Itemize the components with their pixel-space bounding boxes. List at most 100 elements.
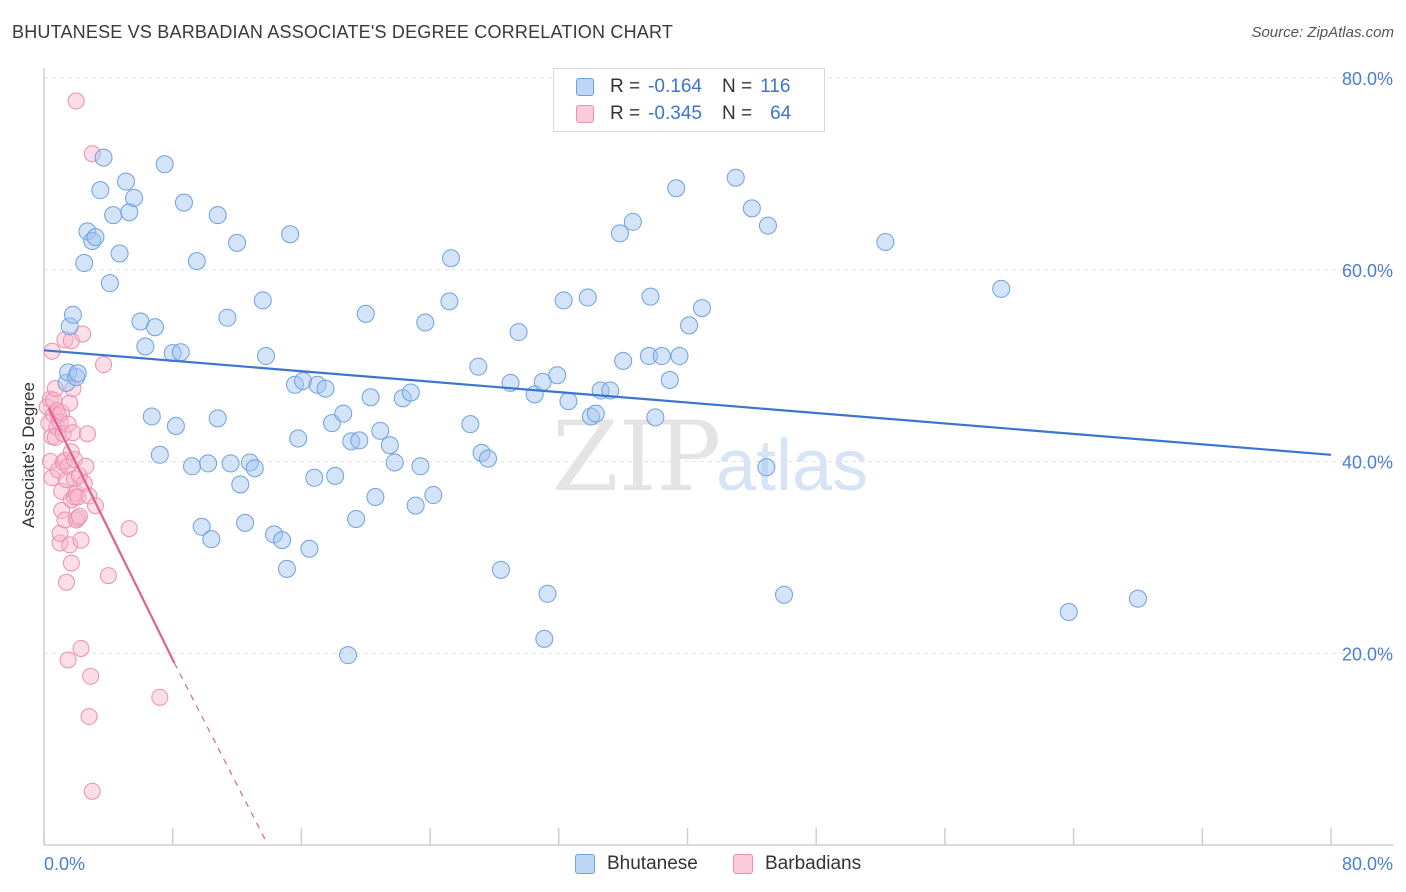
bhutanese-point bbox=[416, 313, 435, 332]
bhutanese-point bbox=[548, 366, 567, 385]
legend-r-label: R = bbox=[610, 76, 641, 97]
bhutanese-point bbox=[361, 388, 380, 407]
x-tick-label: 0.0% bbox=[44, 854, 85, 874]
barbadians-point bbox=[59, 415, 77, 433]
y-tick-label: 40.0% bbox=[1342, 453, 1393, 473]
bhutanese-point bbox=[339, 646, 358, 665]
bhutanese-point bbox=[146, 318, 165, 337]
barbadians-trend-extension bbox=[173, 662, 267, 842]
bhutanese-point bbox=[294, 371, 313, 390]
y-tick-label: 60.0% bbox=[1342, 261, 1393, 281]
bhutanese-point bbox=[461, 415, 480, 434]
legend-swatch-blue bbox=[575, 854, 595, 874]
bhutanese-point bbox=[680, 316, 699, 335]
barbadians-point bbox=[53, 501, 71, 519]
bhutanese-point bbox=[68, 364, 87, 383]
bhutanese-point bbox=[136, 337, 155, 356]
barbadians-point bbox=[78, 425, 96, 443]
correlation-legend: R = -0.164 N = 116 R = -0.345 N = 64 bbox=[553, 68, 825, 132]
bhutanese-point bbox=[257, 347, 276, 366]
bhutanese-point bbox=[646, 408, 665, 427]
barbadians-point bbox=[56, 331, 74, 349]
barbadians-point bbox=[62, 554, 80, 572]
bhutanese-points bbox=[57, 148, 1147, 665]
tick-labels: 80.0% 60.0% 40.0% 20.0% 0.0% 80.0% bbox=[44, 69, 1393, 874]
source-label: Source: ZipAtlas.com bbox=[1251, 24, 1394, 41]
bhutanese-point bbox=[535, 629, 554, 648]
bhutanese-point bbox=[316, 379, 335, 398]
bhutanese-point bbox=[86, 228, 105, 247]
bhutanese-point bbox=[639, 347, 658, 366]
bhutanese-point bbox=[100, 274, 119, 293]
y-tick-label: 20.0% bbox=[1342, 644, 1393, 664]
bhutanese-point bbox=[347, 510, 366, 529]
bhutanese-point bbox=[670, 347, 689, 366]
bhutanese-point bbox=[192, 517, 211, 536]
y-tick-label: 80.0% bbox=[1342, 69, 1393, 89]
bhutanese-point bbox=[440, 292, 459, 311]
bhutanese-point bbox=[401, 383, 420, 402]
barbadians-point bbox=[51, 524, 69, 542]
bhutanese-point bbox=[253, 291, 272, 310]
bhutanese-point bbox=[120, 203, 139, 222]
bhutanese-point bbox=[110, 244, 129, 263]
legend-swatch-pink bbox=[576, 105, 594, 123]
bhutanese-point bbox=[610, 224, 629, 243]
chart-title: BHUTANESE VS BARBADIAN ASSOCIATE'S DEGRE… bbox=[12, 22, 674, 42]
bhutanese-point bbox=[240, 453, 259, 472]
bhutanese-point bbox=[202, 530, 221, 549]
bhutanese-point bbox=[221, 454, 240, 473]
bhutanese-point bbox=[174, 193, 193, 212]
barbadians-point bbox=[74, 325, 92, 343]
bhutanese-point bbox=[509, 323, 528, 342]
bhutanese-point bbox=[104, 206, 123, 225]
bhutanese-point bbox=[406, 496, 425, 515]
bhutanese-point bbox=[63, 305, 82, 324]
legend-n-label: N = bbox=[721, 103, 753, 124]
legend-swatch-pink bbox=[733, 854, 753, 874]
bhutanese-point bbox=[469, 357, 488, 376]
barbadians-point bbox=[59, 651, 77, 669]
bhutanese-point bbox=[326, 466, 345, 485]
bhutanese-point bbox=[289, 429, 308, 448]
barbadians-point bbox=[95, 356, 113, 374]
x-tick-label: 80.0% bbox=[1342, 854, 1393, 874]
barbadians-point bbox=[83, 782, 101, 800]
barbadians-point bbox=[61, 536, 79, 554]
bhutanese-point bbox=[581, 407, 600, 426]
barbadians-point bbox=[80, 708, 98, 726]
bhutanese-point bbox=[350, 431, 369, 450]
bhutanese-point bbox=[424, 486, 443, 505]
bhutanese-point bbox=[277, 559, 296, 578]
barbadians-point bbox=[83, 145, 101, 163]
bhutanese-point bbox=[245, 459, 264, 478]
bhutanese-point bbox=[75, 254, 94, 273]
barbadians-point bbox=[86, 497, 104, 515]
bhutanese-point bbox=[623, 212, 642, 231]
bhutanese-point bbox=[231, 475, 250, 494]
bhutanese-point bbox=[300, 539, 319, 558]
bhutanese-point bbox=[60, 317, 79, 336]
barbadians-point bbox=[61, 394, 79, 412]
bhutanese-trend-line bbox=[43, 349, 1332, 456]
bhutanese-point bbox=[992, 279, 1011, 298]
legend-label-bhutanese: Bhutanese bbox=[607, 853, 698, 874]
bhutanese-point bbox=[559, 392, 578, 411]
bhutanese-point bbox=[166, 417, 185, 436]
legend-r-value: -0.345 bbox=[648, 103, 702, 124]
barbadians-point bbox=[58, 573, 76, 591]
barbadians-point bbox=[120, 520, 138, 538]
bhutanese-point bbox=[273, 531, 292, 550]
bhutanese-point bbox=[491, 560, 510, 579]
bhutanese-point bbox=[142, 407, 161, 426]
bhutanese-point bbox=[641, 287, 660, 306]
legend-swatch-blue bbox=[576, 78, 594, 96]
bhutanese-point bbox=[281, 225, 300, 244]
bhutanese-point bbox=[538, 584, 557, 603]
trend-lines bbox=[43, 349, 1332, 842]
y-axis-label: Associate's Degree bbox=[19, 382, 38, 528]
legend-item-bhutanese: Bhutanese bbox=[575, 852, 698, 876]
barbadians-trend-line bbox=[47, 407, 176, 664]
bhutanese-point bbox=[183, 457, 202, 476]
